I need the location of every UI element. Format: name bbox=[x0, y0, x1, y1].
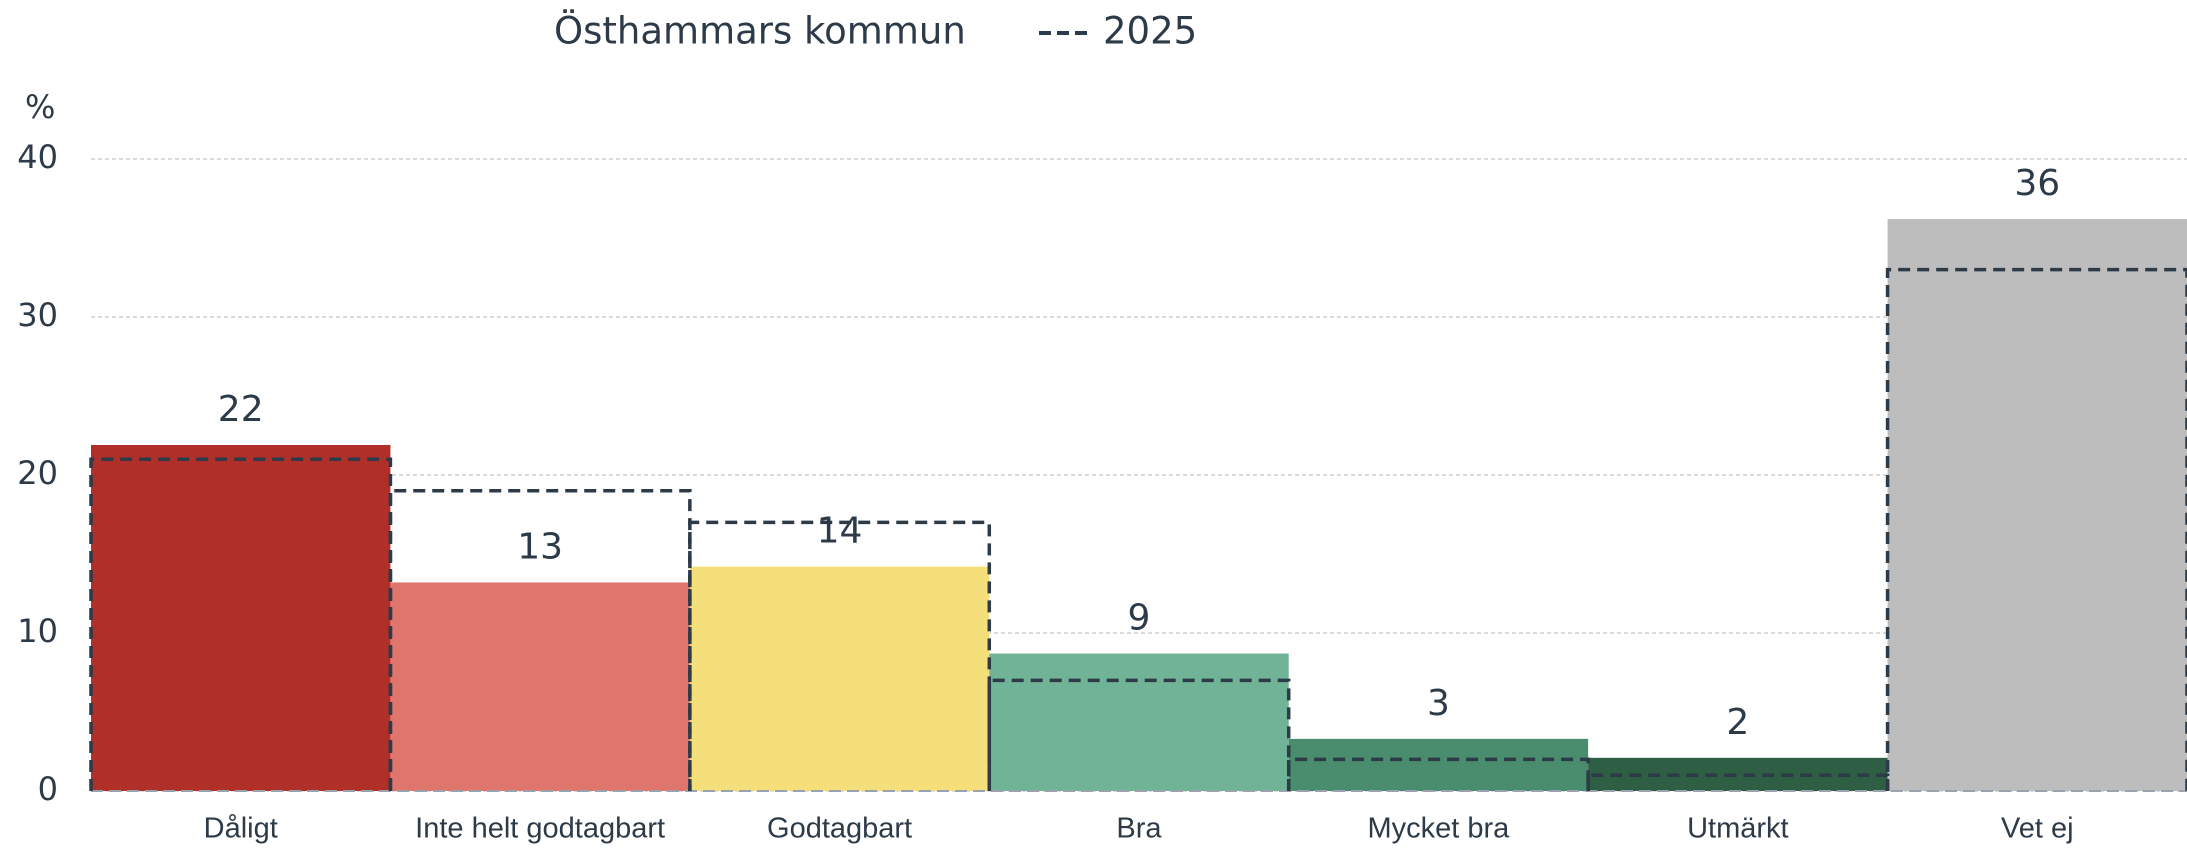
x-tick-label: Inte helt godtagbart bbox=[415, 813, 665, 845]
legend-label: Östhammars kommun bbox=[554, 10, 966, 53]
x-tick-label: Godtagbart bbox=[767, 813, 912, 845]
data-label: 36 bbox=[2014, 163, 2060, 204]
y-tick-label: 30 bbox=[17, 296, 58, 334]
reference-outline bbox=[1286, 757, 1590, 791]
reference-outline bbox=[987, 678, 1291, 791]
bar bbox=[689, 566, 990, 791]
reference-outline bbox=[388, 489, 692, 791]
data-label: 3 bbox=[1427, 683, 1450, 724]
legend-label: 2025 bbox=[1103, 10, 1197, 53]
x-tick-label: Utmärkt bbox=[1687, 813, 1789, 845]
reference-outline bbox=[688, 520, 992, 791]
bar bbox=[1288, 738, 1589, 791]
reference-outline bbox=[1885, 267, 2187, 791]
data-label: 22 bbox=[218, 389, 264, 430]
data-label: 14 bbox=[817, 511, 863, 552]
y-tick-label: 0 bbox=[38, 770, 58, 808]
x-tick-label: Bra bbox=[1116, 813, 1162, 845]
bar bbox=[1887, 219, 2187, 792]
data-label: 9 bbox=[1128, 598, 1151, 639]
y-tick-label: 40 bbox=[17, 138, 58, 176]
x-tick-label: Dåligt bbox=[204, 813, 278, 845]
bar bbox=[390, 582, 690, 791]
bar bbox=[989, 653, 1289, 791]
y-tick-label: 10 bbox=[17, 612, 58, 650]
x-tick-label: Vet ej bbox=[2001, 813, 2074, 845]
bar bbox=[91, 444, 391, 791]
y-tick-label: 20 bbox=[17, 454, 58, 492]
reference-outline bbox=[89, 457, 393, 791]
data-label: 2 bbox=[1726, 702, 1749, 743]
y-axis-label: % bbox=[25, 88, 55, 126]
data-label: 13 bbox=[517, 526, 563, 567]
x-tick-label: Mycket bra bbox=[1368, 813, 1511, 845]
